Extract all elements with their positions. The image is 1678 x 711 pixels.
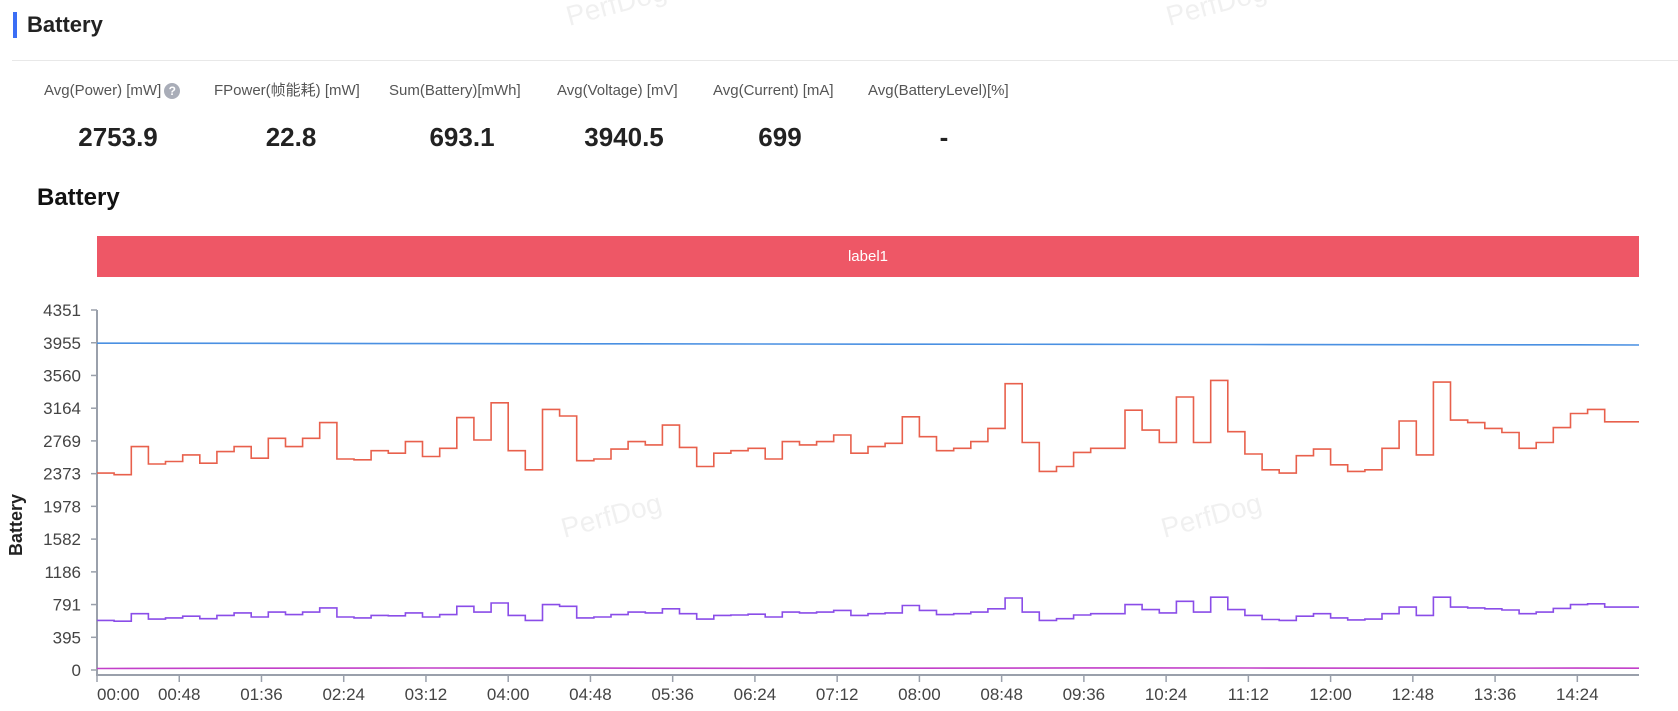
stat-label: Avg(Current) [mA] (713, 82, 834, 99)
stat-value-sum-battery: 693.1 (429, 122, 495, 152)
label-band[interactable]: label1 (97, 236, 1639, 277)
x-tick-label: 05:36 (651, 685, 694, 704)
x-tick-label: 12:48 (1392, 685, 1435, 704)
x-tick-label: 02:24 (322, 685, 365, 704)
y-tick-label: 3955 (43, 334, 81, 353)
x-tick-label: 03:12 (405, 685, 448, 704)
section-header: Battery (13, 11, 103, 39)
x-tick-label: 04:48 (569, 685, 612, 704)
stat-label: Sum(Battery)[mWh] (389, 82, 521, 99)
stats-summary: Avg(Power) [mW] ? 2753.9 FPower(帧能耗) [mW… (0, 80, 1100, 160)
y-tick-label: 2373 (43, 465, 81, 484)
y-tick-label: 791 (53, 596, 81, 615)
series-line-fpower (96, 667, 1640, 670)
stat-sum-battery: Sum(Battery)[mWh] (389, 80, 521, 102)
stat-value-avg-voltage: 3940.5 (584, 122, 664, 152)
x-tick-label: 13:36 (1474, 685, 1517, 704)
x-tick-label: 10:24 (1145, 685, 1188, 704)
stat-fpower: FPower(帧能耗) [mW] (214, 80, 360, 102)
x-tick-label: 06:24 (734, 685, 777, 704)
header-divider (12, 60, 1678, 61)
chart-title: Battery (37, 184, 120, 211)
stat-value-fpower: 22.8 (265, 122, 317, 152)
stat-avg-current: Avg(Current) [mA] (713, 80, 834, 102)
stat-label: FPower(帧能耗) [mW] (214, 82, 360, 99)
x-axis: 00:00 00:48 01:36 02:24 03:12 04:00 04:48 05:36… (96, 674, 1639, 704)
y-tick-label: 395 (53, 628, 81, 647)
x-tick-label: 14:24 (1556, 685, 1599, 704)
stat-label: Avg(Power) [mW] (44, 82, 162, 99)
x-tick-label: 04:00 (487, 685, 530, 704)
x-tick-label: 12:00 (1309, 685, 1352, 704)
x-tick-label: 00:48 (158, 685, 201, 704)
x-tick-label: 08:00 (898, 685, 941, 704)
header-accent-bar (13, 12, 17, 38)
y-tick-label: 2769 (43, 432, 81, 451)
y-tick-label: 1186 (44, 563, 81, 582)
stat-avg-voltage: Avg(Voltage) [mV] (557, 80, 678, 102)
section-title: Battery (27, 12, 103, 37)
y-tick-label: 3560 (43, 366, 81, 385)
stat-avg-battery-level: Avg(BatteryLevel)[%] (868, 80, 1009, 102)
y-tick-label: 1582 (43, 530, 81, 549)
x-tick-label: 09:36 (1063, 685, 1106, 704)
x-tick-label: 00:00 (97, 685, 140, 704)
stat-value-avg-battery-level: - (939, 122, 949, 152)
series-lines (96, 342, 1640, 670)
series-line-power (97, 379, 1639, 476)
stat-avg-power: Avg(Power) [mW] ? (44, 80, 181, 102)
y-axis-title: Battery (6, 494, 26, 556)
stat-value-avg-power: 2753.9 (78, 122, 158, 152)
y-tick-label: 4351 (43, 301, 81, 320)
stat-label: Avg(Voltage) [mV] (557, 82, 678, 99)
x-tick-label: 08:48 (980, 685, 1023, 704)
y-axis-ticks: 0 395 791 1186 1582 1978 2373 2769 3164 3560 3955 4… (43, 301, 98, 680)
stat-label: Avg(BatteryLevel)[%] (868, 82, 1009, 99)
x-tick-label: 11:12 (1228, 685, 1269, 704)
y-tick-label: 3164 (43, 399, 81, 418)
y-tick-label: 1978 (43, 497, 81, 516)
series-line-voltage (96, 342, 1640, 346)
y-tick-label: 0 (72, 661, 81, 680)
stat-value-avg-current: 699 (758, 122, 802, 152)
series-line-current (97, 596, 1639, 622)
x-tick-label: 01:36 (240, 685, 283, 704)
help-icon[interactable]: ? (164, 83, 181, 99)
x-tick-label: 07:12 (816, 685, 859, 704)
